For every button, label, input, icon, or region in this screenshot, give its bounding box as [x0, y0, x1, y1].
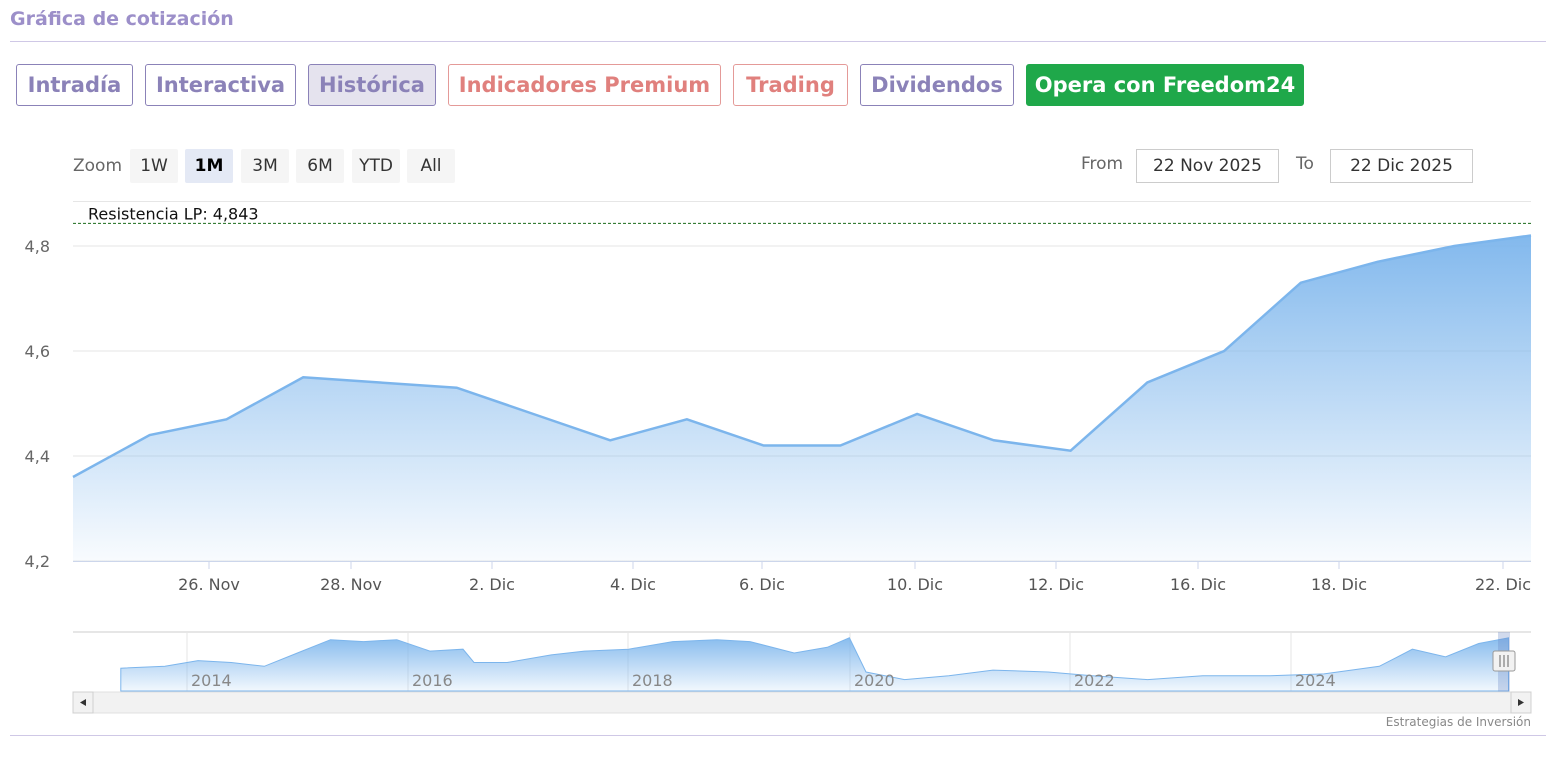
- title-divider: [10, 41, 1546, 42]
- to-date-input[interactable]: 22 Dic 2025: [1330, 149, 1473, 183]
- from-label: From: [1081, 154, 1124, 174]
- tab-interactiva[interactable]: Interactiva: [145, 64, 296, 106]
- tab-trading[interactable]: Trading: [733, 64, 848, 106]
- navigator-year-label: 2018: [632, 671, 673, 690]
- scroll-right-button: [1510, 691, 1532, 714]
- price-line: [72, 234, 1532, 479]
- x-tick-label: 6. Dic: [739, 575, 785, 594]
- x-tick-label: 2. Dic: [469, 575, 515, 594]
- x-tick-label: 18. Dic: [1311, 575, 1367, 594]
- navigator-area: [120, 637, 1509, 692]
- x-tick-label: 4. Dic: [610, 575, 656, 594]
- tab-intradia[interactable]: Intradía: [16, 64, 133, 106]
- x-tick-label: 16. Dic: [1170, 575, 1226, 594]
- resistance-label: Resistencia LP: 4,843: [88, 204, 259, 223]
- y-tick-label: 4,6: [25, 342, 50, 361]
- x-tick-label: 28. Nov: [320, 575, 382, 594]
- navigator-scrollbar: [72, 691, 1532, 714]
- from-date-input[interactable]: 22 Nov 2025: [1136, 149, 1279, 183]
- x-tick-label: 22. Dic: [1475, 575, 1531, 594]
- navigator-year-label: 2022: [1074, 671, 1115, 690]
- scroll-left-button: [72, 691, 94, 714]
- x-tick-label: 12. Dic: [1028, 575, 1084, 594]
- x-tick-label: 10. Dic: [887, 575, 943, 594]
- section-title: Gráfica de cotización: [10, 8, 234, 30]
- zoom-3m-button[interactable]: 3M: [241, 149, 289, 183]
- opera-freedom24-button[interactable]: Opera con Freedom24: [1026, 64, 1304, 106]
- zoom-label: Zoom: [73, 156, 123, 176]
- tab-dividendos[interactable]: Dividendos: [860, 64, 1014, 106]
- price-chart: 4,2 4,4 4,6 4,8 Resistencia LP: 4,843 26. Nov…: [25, 204, 1532, 594]
- navigator-year-label: 2020: [854, 671, 895, 690]
- zoom-1m-button[interactable]: 1M: [185, 149, 233, 183]
- navigator-year-label: 2016: [412, 671, 453, 690]
- bottom-divider: [10, 735, 1546, 736]
- zoom-all-button[interactable]: All: [407, 149, 455, 183]
- y-tick-label: 4,2: [25, 552, 50, 571]
- zoom-ytd-button[interactable]: YTD: [352, 149, 400, 183]
- chart-credit: Estrategias de Inversión: [1385, 715, 1531, 729]
- navigator-handle: [1492, 650, 1516, 672]
- tab-historica[interactable]: Histórica: [308, 64, 436, 106]
- price-area: [73, 235, 1531, 561]
- scroll-right-arrow-icon: [1518, 699, 1524, 706]
- scroll-left-arrow-icon: [80, 699, 86, 706]
- to-label: To: [1296, 154, 1314, 174]
- navigator-selection: [1498, 632, 1510, 712]
- navigator-year-label: 2014: [191, 671, 232, 690]
- navigator-year-label: 2024: [1295, 671, 1336, 690]
- zoom-1w-button[interactable]: 1W: [130, 149, 178, 183]
- y-tick-label: 4,8: [25, 237, 50, 256]
- y-tick-label: 4,4: [25, 447, 50, 466]
- x-tick-label: 26. Nov: [178, 575, 240, 594]
- tab-indicadores-premium[interactable]: Indicadores Premium: [448, 64, 721, 106]
- chart-divider: [73, 201, 1531, 202]
- zoom-6m-button[interactable]: 6M: [296, 149, 344, 183]
